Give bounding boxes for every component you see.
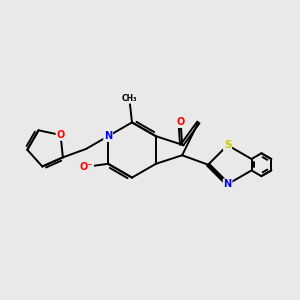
Text: O: O <box>56 130 65 140</box>
Text: O: O <box>176 117 185 127</box>
Text: N: N <box>104 131 112 141</box>
Text: CH₃: CH₃ <box>122 94 137 103</box>
Text: S: S <box>224 140 231 150</box>
Text: O⁻: O⁻ <box>80 162 93 172</box>
Text: N: N <box>224 179 232 189</box>
